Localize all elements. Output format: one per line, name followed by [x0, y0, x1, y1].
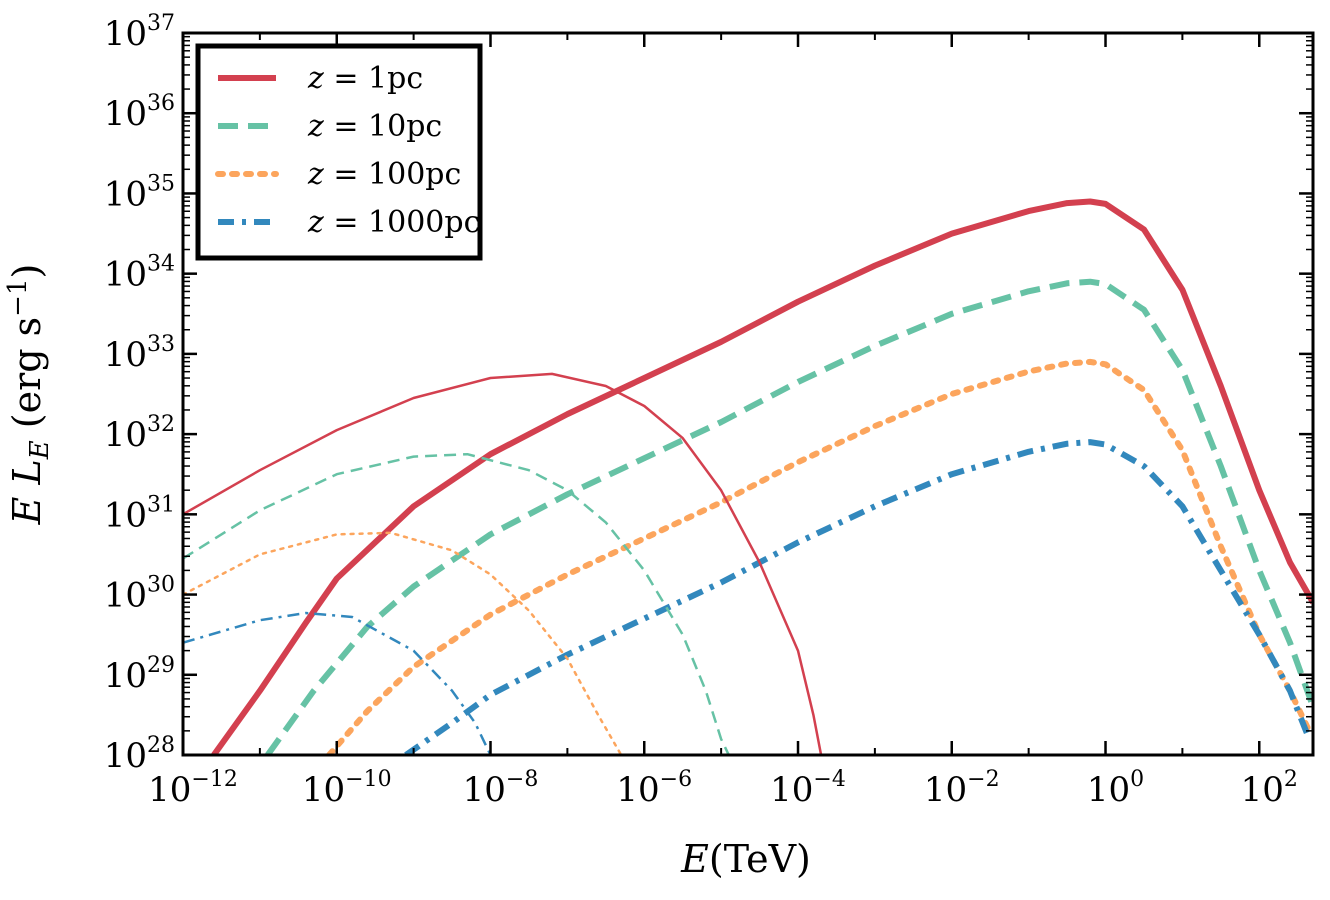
x-tick-label: 10−6 — [616, 767, 692, 810]
series-line-1 — [211, 198, 1313, 755]
x-tick-label: 10−4 — [770, 767, 846, 810]
legend-label: z = 1000pc — [307, 205, 480, 240]
series-line-5 — [183, 372, 823, 755]
series-line-8 — [183, 611, 492, 755]
y-tick-label: 1029 — [104, 653, 175, 696]
y-tick-label: 1035 — [104, 171, 175, 214]
axis-ticks — [181, 31, 1313, 757]
x-tick-label: 100 — [1087, 767, 1144, 810]
plot-border — [181, 31, 1315, 757]
x-tick-label: 10−12 — [148, 767, 238, 810]
plot-frame — [181, 31, 1315, 757]
y-tick-label: 1032 — [104, 412, 175, 455]
series-layer — [183, 198, 1313, 755]
legend-label: z = 100pc — [307, 157, 461, 192]
x-axis-unit: (TeV) — [709, 837, 811, 881]
legend-label: z = 1pc — [307, 61, 423, 96]
x-tick-label: 10−8 — [463, 767, 539, 810]
x-tick-label: 10−10 — [302, 767, 392, 810]
tick-labels: 10−12 10−10 10−8 10−6 10−4 10−2 100 102 1028 1029… — [104, 11, 1298, 810]
series-line-7 — [183, 531, 623, 755]
x-axis-var: E — [680, 837, 709, 881]
y-tick-label: 1030 — [104, 573, 175, 616]
x-axis-title: E(TeV) — [680, 837, 811, 881]
y-tick-label: 1034 — [104, 252, 175, 295]
y-tick-label: 1031 — [104, 492, 175, 535]
y-axis-title: E LE (erg s−1) — [3, 264, 55, 526]
legend: z = 1pc z = 10pc z = 100pc z = 1000pc — [195, 43, 483, 261]
series-line-2 — [265, 278, 1313, 755]
y-tick-label: 1033 — [104, 332, 175, 375]
y-tick-label: 1036 — [104, 91, 175, 134]
legend-label: z = 10pc — [307, 109, 442, 144]
series-line-3 — [326, 358, 1313, 755]
y-tick-label: 1028 — [104, 733, 175, 776]
series-line-6 — [183, 452, 730, 755]
x-tick-label: 102 — [1241, 767, 1298, 810]
series-line-4 — [404, 439, 1312, 755]
x-tick-label: 10−2 — [924, 767, 1000, 810]
y-tick-label: 1037 — [104, 11, 175, 54]
